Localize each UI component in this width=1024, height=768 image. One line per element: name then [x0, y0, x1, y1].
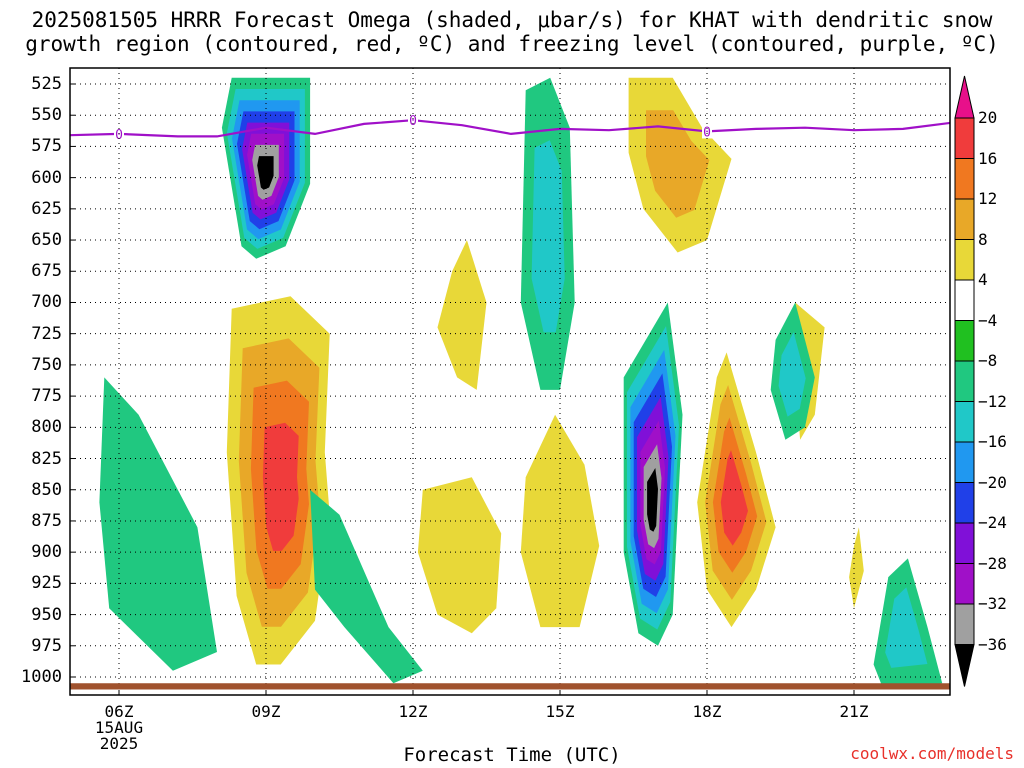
chart-title-line2: growth region (contoured, red, ºC) and f…: [25, 32, 999, 56]
omega-region-descent-1830z: [697, 352, 776, 628]
x-tick-label: 15Z: [545, 702, 575, 721]
y-tick-label: 900: [31, 542, 62, 563]
omega-region-ascent-10z-lower: [310, 489, 423, 684]
x-tick-label: 06Z: [104, 702, 134, 721]
colorbar-label: 4: [978, 270, 988, 289]
colorbar: [954, 75, 975, 687]
y-tick-label: 800: [31, 417, 62, 438]
colorbar-swatch: [954, 360, 975, 402]
y-tick-label: 550: [31, 105, 62, 126]
colorbar-swatch-top: [954, 75, 975, 119]
grid: [70, 68, 950, 695]
chart-title-line1: 2025081505 HRRR Forecast Omega (shaded, …: [31, 8, 993, 32]
y-tick-label: 850: [31, 479, 62, 500]
colorbar-label: 12: [978, 189, 998, 208]
omega-contour--8: [310, 489, 423, 684]
colorbar-label: −20: [978, 472, 1007, 492]
omega-region-descent-09z-lower: [226, 296, 330, 665]
y-tick-label: 675: [31, 261, 62, 282]
omega-region-ascent-1930z: [770, 302, 815, 440]
omega-region-ascent-17z-lower: [623, 302, 683, 646]
x-tick-label: 12Z: [398, 702, 428, 721]
omega-contour-16: [720, 450, 748, 546]
y-tick-label: 875: [31, 510, 62, 531]
freezing-level-label: 0: [409, 114, 417, 129]
freezing-level-label: 0: [115, 128, 123, 143]
y-tick-label: 925: [31, 573, 62, 594]
omega-contour-8: [646, 110, 710, 218]
shaded-omega-field: 0 0 0: [70, 77, 950, 690]
colorbar-label: −8: [978, 351, 998, 370]
omega-region-descent-2030z: [849, 527, 864, 609]
x-tick-sublabel: 15AUG: [94, 718, 144, 737]
plot-frame: [69, 67, 951, 696]
omega-region-descent-13z-mid: [437, 240, 487, 390]
colorbar-swatch: [954, 522, 975, 564]
colorbar-swatch: [954, 117, 975, 159]
colorbar-swatch: [954, 563, 975, 605]
x-tick-label: 21Z: [839, 702, 869, 721]
omega-contour--12: [778, 332, 806, 417]
omega-contour--8: [99, 377, 217, 671]
omega-contour-4: [437, 240, 487, 390]
omega-region-descent-17z-upper: [628, 77, 732, 253]
y-tick-label: 600: [31, 167, 62, 188]
x-axis-title: Forecast Time (UTC): [403, 744, 621, 766]
colorbar-label: 16: [978, 148, 998, 168]
x-tick-label: 18Z: [692, 702, 722, 721]
colorbar-swatch: [954, 158, 975, 200]
colorbar-swatch: [954, 401, 975, 443]
omega-region-ascent-15z-upper: [520, 77, 575, 390]
colorbar-label: 8: [978, 229, 988, 249]
colorbar-label: −16: [978, 432, 1007, 451]
y-tick-label: 1000: [21, 667, 62, 687]
colorbar-swatch: [954, 603, 975, 645]
y-tick-label: 950: [31, 604, 62, 625]
y-tick-label: 625: [31, 198, 62, 219]
ground-surface: [70, 683, 950, 690]
credit-link[interactable]: coolwx.com/models: [850, 744, 1014, 763]
omega-contour--36: [647, 468, 658, 532]
colorbar-swatch: [954, 198, 975, 240]
colorbar-label: −12: [978, 391, 1007, 411]
colorbar-label: 20: [978, 108, 998, 127]
omega-contour--36: [257, 156, 274, 190]
colorbar-swatch: [954, 239, 975, 281]
colorbar-swatch: [954, 441, 975, 483]
y-tick-label: 725: [31, 323, 62, 344]
colorbar-swatch: [954, 279, 975, 321]
colorbar-swatch-bottom: [954, 644, 975, 687]
colorbar-swatch: [954, 482, 975, 524]
x-tick-sublabel: 2025: [99, 734, 139, 753]
omega-contour-16: [262, 422, 299, 551]
y-tick-label: 775: [31, 386, 62, 407]
y-tick-label: 700: [31, 292, 62, 313]
colorbar-label: −4: [978, 310, 998, 330]
y-tick-label: 975: [31, 635, 62, 656]
colorbar-label: −24: [978, 513, 1007, 532]
freezing-level-line: [70, 119, 950, 138]
freezing-level-label-bg: [702, 124, 712, 139]
y-tick-label: 650: [31, 230, 62, 251]
colorbar-label: −28: [978, 553, 1007, 573]
freezing-level-label-bg: [408, 113, 418, 128]
y-tick-label: 525: [31, 74, 62, 94]
colorbar-label: −36: [978, 634, 1007, 654]
omega-contour--12: [531, 140, 565, 333]
colorbar-label: −32: [978, 594, 1007, 613]
omega-contour-4: [417, 477, 502, 634]
omega-region-ascent-06z: [99, 377, 217, 671]
omega-region-ascent-22z: [873, 558, 943, 690]
omega-contour--12: [885, 587, 928, 668]
y-tick-label: 825: [31, 448, 62, 469]
y-tick-label: 575: [31, 136, 62, 157]
freezing-level-label: 0: [703, 125, 711, 140]
x-tick-label: 09Z: [251, 702, 281, 721]
colorbar-swatch: [954, 320, 975, 362]
omega-contour-4: [849, 527, 864, 609]
y-tick-label: 750: [31, 354, 62, 375]
omega-region-descent-13z: [417, 477, 502, 634]
